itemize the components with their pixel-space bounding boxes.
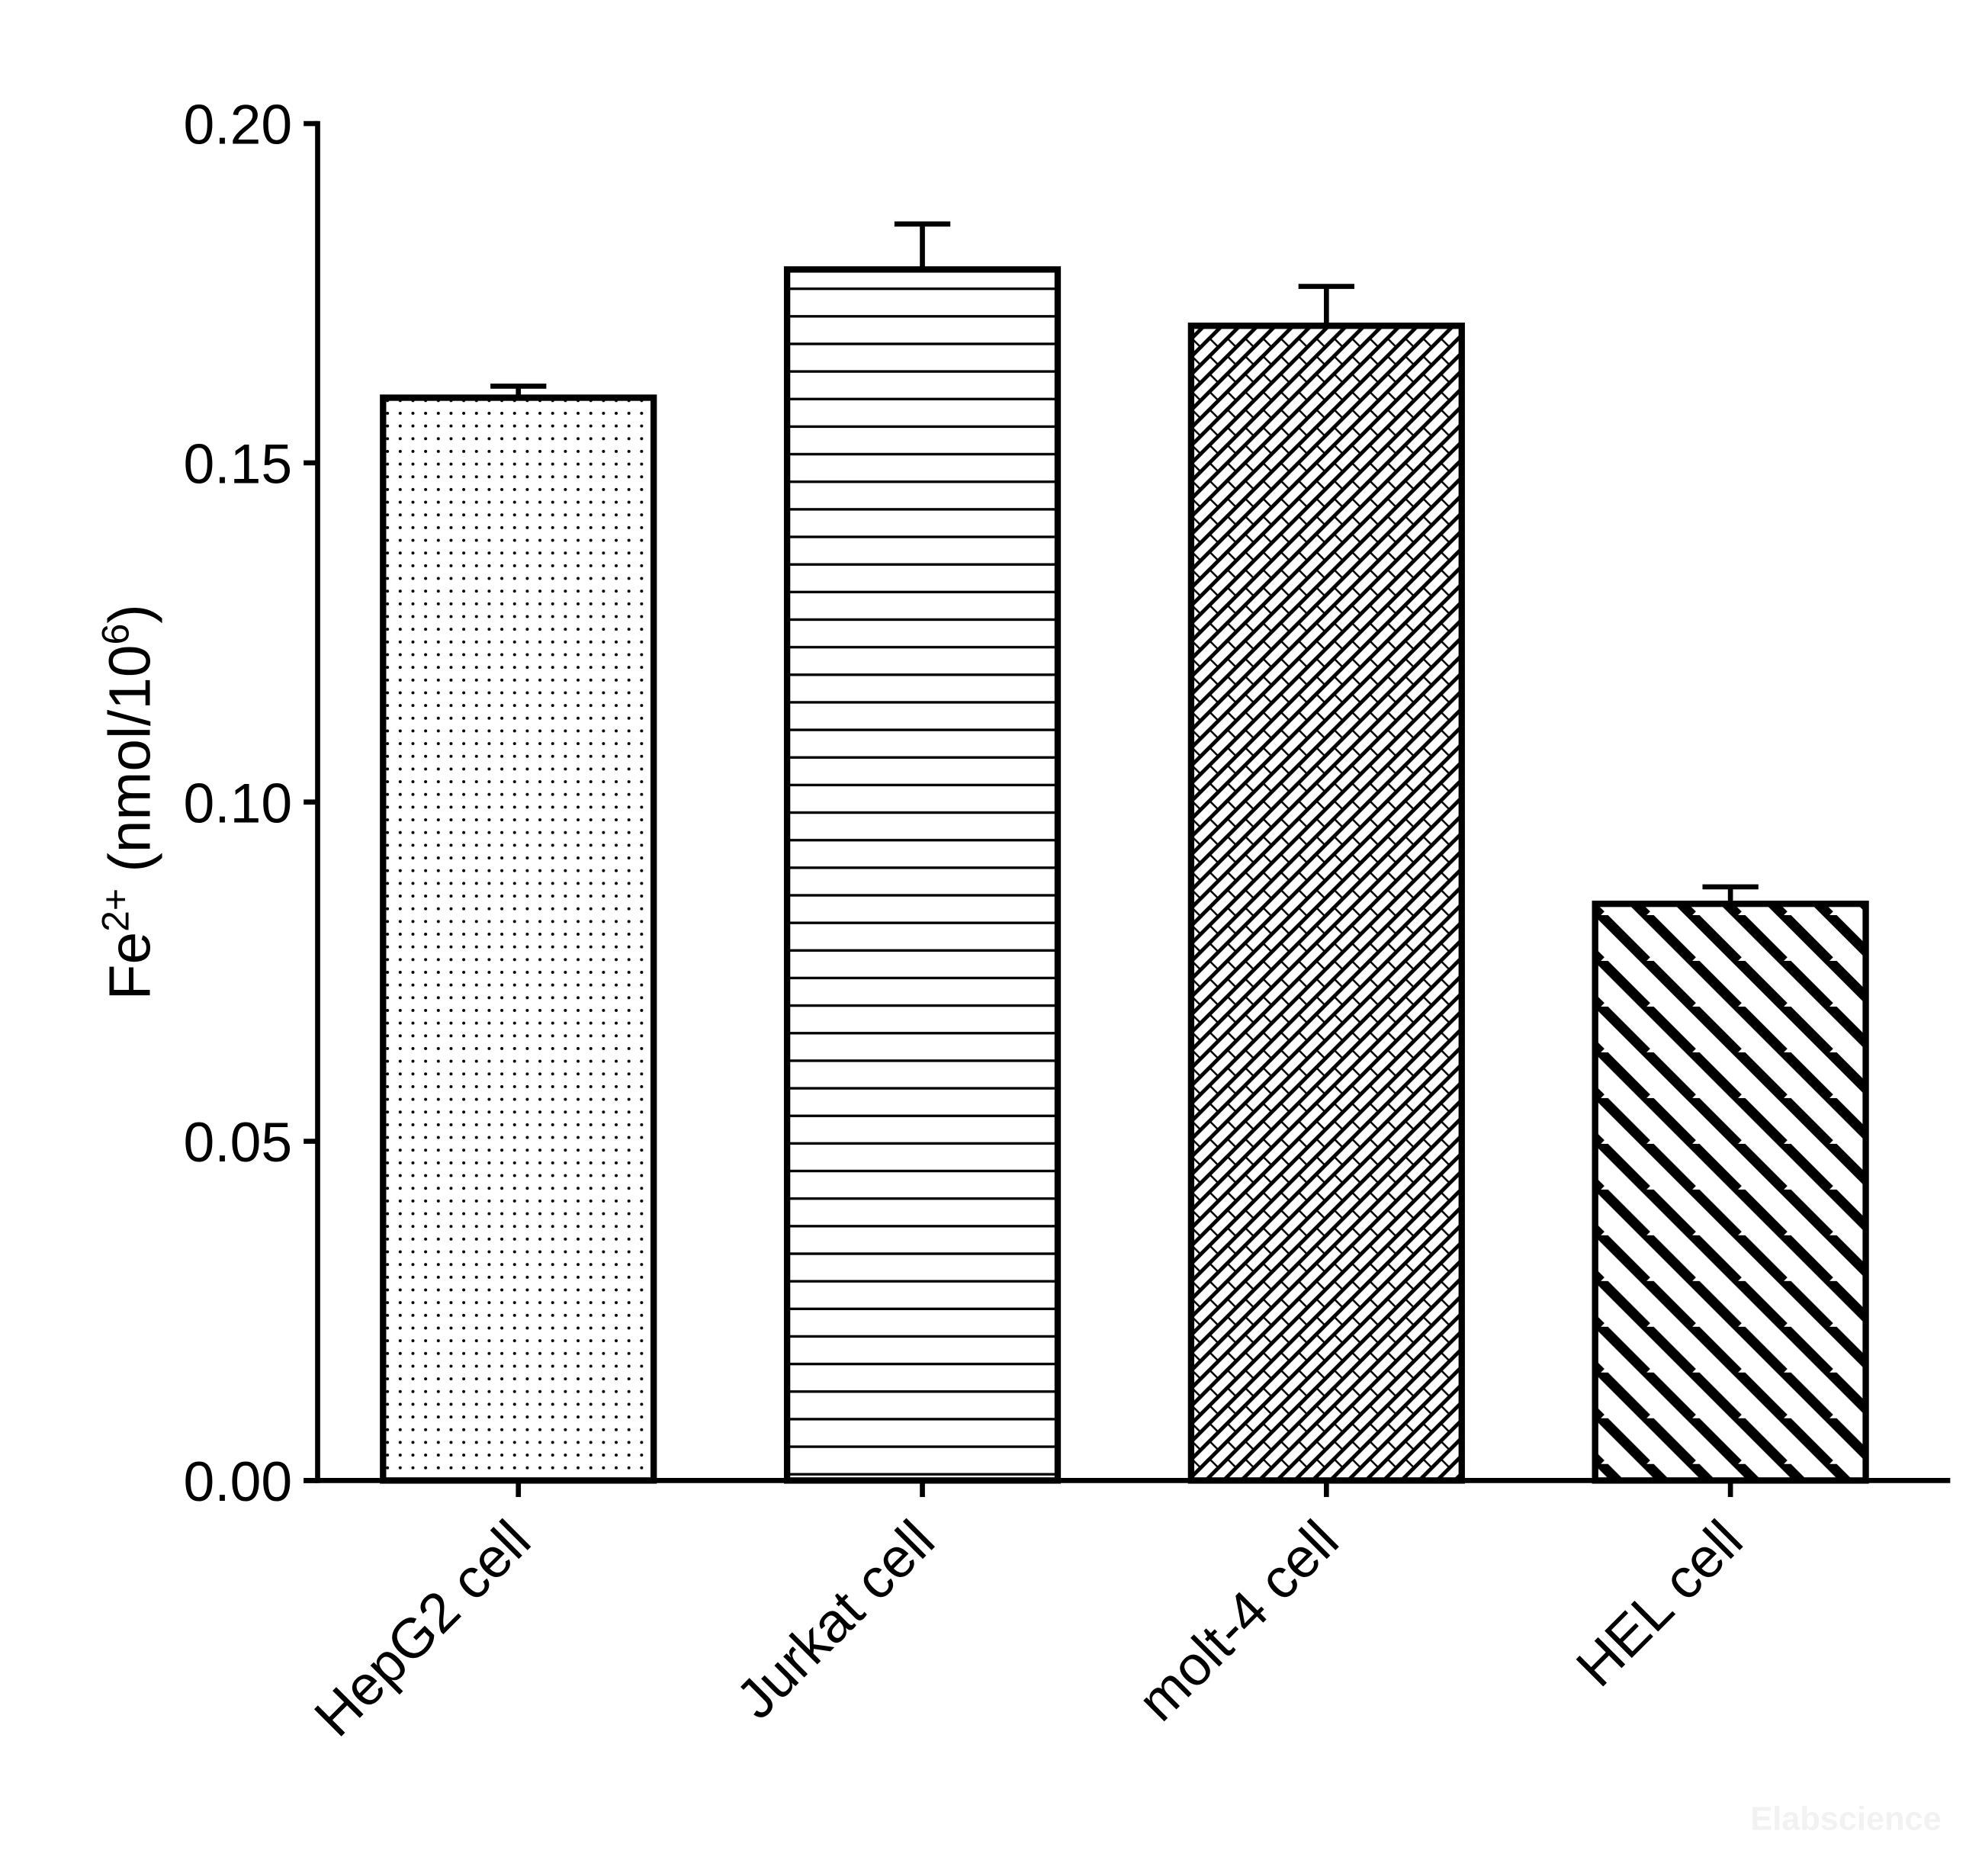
x-tick-label: HepG2 cell (303, 1508, 542, 1748)
x-tick-label: Jurkat cell (724, 1508, 946, 1730)
x-tick-label: molt-4 cell (1126, 1508, 1350, 1733)
y-tick-label: 0.15 (184, 433, 293, 496)
y-label-part: ) (98, 604, 163, 624)
watermark: Elabscience (1750, 1801, 1941, 1838)
y-axis-label: Fe2+ (nmol/106) (95, 604, 163, 1000)
y-tick-label: 0.20 (184, 94, 293, 156)
y-label-part: (nmol/10 (98, 644, 163, 888)
y-tick-label: 0.00 (184, 1450, 293, 1513)
x-tick-label: HEL cell (1564, 1508, 1754, 1698)
bar (1592, 901, 1869, 1484)
y-label-part: Fe (98, 932, 163, 1000)
y-label-sup: 6 (95, 624, 137, 645)
y-tick-label: 0.10 (184, 772, 293, 834)
bar (783, 266, 1062, 1484)
bar (380, 394, 657, 1484)
y-tick-label: 0.05 (184, 1111, 293, 1174)
y-label-sup: 2+ (95, 888, 137, 932)
bar (1187, 323, 1465, 1484)
